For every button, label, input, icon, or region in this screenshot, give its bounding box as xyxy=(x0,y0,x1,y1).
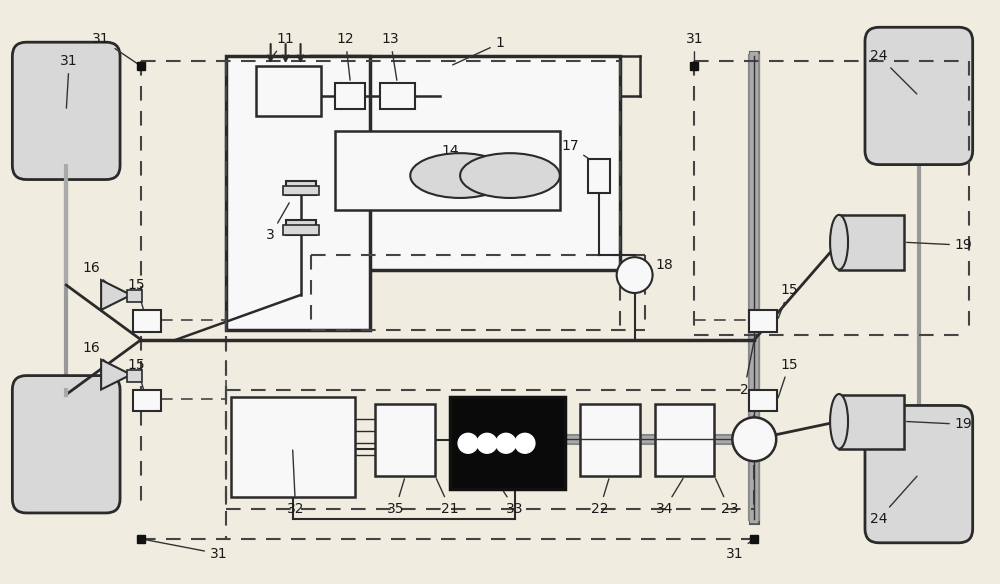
Text: 11: 11 xyxy=(272,32,294,57)
Bar xyxy=(839,215,904,270)
Ellipse shape xyxy=(460,153,560,198)
Bar xyxy=(286,180,316,196)
Bar xyxy=(335,83,365,109)
Text: 34: 34 xyxy=(656,478,683,516)
Text: 22: 22 xyxy=(591,479,609,516)
Bar xyxy=(256,66,320,116)
Circle shape xyxy=(617,257,653,293)
Text: 32: 32 xyxy=(287,450,304,516)
Bar xyxy=(655,405,714,476)
Text: 31: 31 xyxy=(726,540,752,561)
Bar xyxy=(335,131,560,210)
Circle shape xyxy=(458,433,478,453)
Bar xyxy=(133,390,161,412)
Text: 2: 2 xyxy=(740,342,754,397)
Text: 19: 19 xyxy=(907,418,973,432)
Text: 19: 19 xyxy=(907,238,973,252)
Circle shape xyxy=(515,433,535,453)
Text: 31: 31 xyxy=(686,32,703,63)
Bar xyxy=(283,186,319,196)
Bar xyxy=(226,56,370,330)
Bar xyxy=(690,62,698,70)
Text: 15: 15 xyxy=(127,278,146,318)
Bar xyxy=(127,290,142,302)
Circle shape xyxy=(496,433,516,453)
Circle shape xyxy=(477,433,497,453)
Text: 14: 14 xyxy=(432,144,459,173)
Text: 15: 15 xyxy=(778,283,798,318)
Circle shape xyxy=(732,418,776,461)
Text: 16: 16 xyxy=(82,340,114,370)
Text: 21: 21 xyxy=(436,479,459,516)
Text: 17: 17 xyxy=(561,138,596,164)
Bar xyxy=(231,398,355,497)
Bar xyxy=(580,405,640,476)
Text: 15: 15 xyxy=(778,357,798,398)
Polygon shape xyxy=(101,280,131,310)
FancyBboxPatch shape xyxy=(12,376,120,513)
Bar xyxy=(749,310,777,332)
Text: 31: 31 xyxy=(60,54,78,108)
Text: 24: 24 xyxy=(870,476,917,526)
Bar xyxy=(127,370,142,381)
Polygon shape xyxy=(101,360,131,390)
FancyBboxPatch shape xyxy=(12,42,120,179)
Bar xyxy=(588,159,610,193)
Text: 3: 3 xyxy=(266,203,289,242)
Text: 33: 33 xyxy=(504,491,524,516)
Bar xyxy=(137,535,145,543)
Text: 18: 18 xyxy=(653,258,673,275)
Bar xyxy=(750,535,758,543)
Bar xyxy=(137,62,145,70)
Text: 13: 13 xyxy=(381,32,399,80)
FancyBboxPatch shape xyxy=(865,405,973,543)
Ellipse shape xyxy=(830,394,848,449)
Text: 23: 23 xyxy=(716,479,738,516)
Bar xyxy=(133,310,161,332)
Ellipse shape xyxy=(410,153,510,198)
Text: 31: 31 xyxy=(144,540,228,561)
Bar xyxy=(286,220,316,235)
Bar xyxy=(375,405,435,476)
Bar xyxy=(749,390,777,412)
Text: 16: 16 xyxy=(82,261,114,290)
Text: 24: 24 xyxy=(870,49,917,94)
Text: 12: 12 xyxy=(337,32,354,80)
Text: 1: 1 xyxy=(453,36,504,65)
Text: 31: 31 xyxy=(92,32,139,64)
Text: 15: 15 xyxy=(127,357,146,398)
Bar xyxy=(450,398,565,489)
Bar xyxy=(283,225,319,235)
Bar xyxy=(380,83,415,109)
Bar xyxy=(311,56,620,270)
Text: 35: 35 xyxy=(387,479,404,516)
Bar xyxy=(839,395,904,449)
Ellipse shape xyxy=(830,215,848,270)
FancyBboxPatch shape xyxy=(865,27,973,165)
